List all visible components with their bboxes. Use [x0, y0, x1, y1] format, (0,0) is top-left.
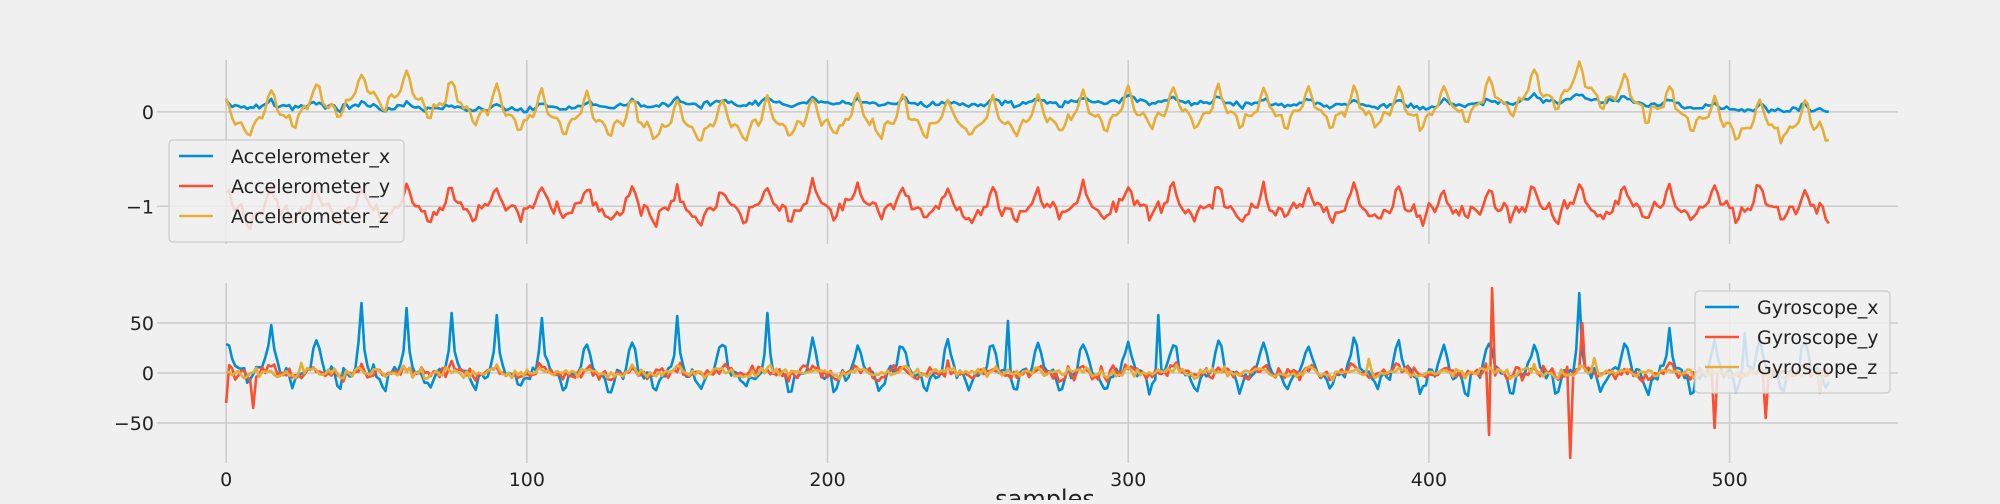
- legend-label: Accelerometer_z: [231, 206, 389, 228]
- gyroscope-ytick-labels: −50 0 50: [114, 313, 154, 435]
- legend-label: Accelerometer_y: [231, 176, 390, 198]
- ytick-label: 50: [130, 313, 154, 335]
- accelerometer-ytick-labels: −1 0: [126, 102, 154, 218]
- legend-label: Accelerometer_x: [231, 146, 390, 168]
- series-line-accelerometer-y: [225, 176, 1830, 231]
- legend-label: Gyroscope_y: [1757, 327, 1878, 349]
- gyroscope-lines: [224, 286, 1830, 460]
- gyroscope-legend: Gyroscope_x Gyroscope_y Gyroscope_z: [1694, 290, 1891, 394]
- xtick-label: 400: [1411, 469, 1447, 491]
- xtick-label: 500: [1711, 469, 1747, 491]
- ytick-label: 0: [142, 102, 154, 124]
- ytick-label: −1: [126, 196, 154, 218]
- xtick-label: 300: [1110, 469, 1146, 491]
- xtick-label: 0: [220, 469, 232, 491]
- legend-box: [1694, 290, 1891, 394]
- x-axis-title: samples: [995, 485, 1095, 500]
- series-line-accelerometer-x: [225, 92, 1829, 114]
- legend-label: Gyroscope_x: [1757, 297, 1878, 319]
- series-line-gyroscope-z: [225, 356, 1830, 395]
- xtick-label: 100: [509, 469, 545, 491]
- gyroscope-axes: −50 0 50 Gyroscope_x Gyroscope_y Gyroscope_z…: [114, 283, 1898, 504]
- legend-label: Gyroscope_z: [1757, 357, 1877, 379]
- gyroscope-xtick-labels: 0 100 200 300 400 500: [220, 469, 1748, 491]
- ytick-label: 0: [142, 363, 154, 385]
- accelerometer-axes: −10 Accelerometer_xAccelerometer_yAccele…: [126, 60, 1898, 244]
- accelerometer-gridlines: [157, 60, 1898, 244]
- legend-box: [168, 139, 405, 243]
- ytick-label: −50: [114, 413, 154, 435]
- accelerometer-legend: Accelerometer_x Accelerometer_y Accelerome…: [168, 139, 405, 243]
- accelerometer-lines: [224, 60, 1830, 231]
- series-line-accelerometer-z: [224, 60, 1830, 145]
- xtick-label: 200: [809, 469, 845, 491]
